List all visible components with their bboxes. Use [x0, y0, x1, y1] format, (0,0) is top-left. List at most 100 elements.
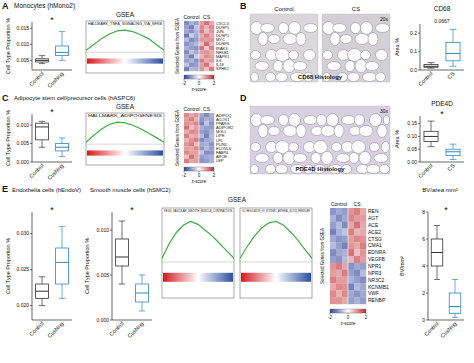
category-label: Cushing — [126, 320, 145, 339]
cell — [336, 242, 342, 249]
cell — [189, 63, 194, 67]
gsea-label: GSEA — [228, 196, 247, 203]
cell — [360, 249, 366, 256]
axis-label: Area % — [394, 38, 400, 56]
gene-label: ACE — [368, 222, 379, 228]
tick-label: 6 — [422, 236, 425, 242]
histology-image — [322, 14, 390, 82]
cell — [189, 126, 194, 130]
cell — [342, 215, 348, 222]
cell — [354, 277, 360, 284]
annotation: * — [50, 107, 54, 117]
cell — [194, 117, 199, 121]
cell — [194, 25, 199, 29]
cell — [184, 117, 189, 121]
cell — [194, 46, 199, 50]
cell — [184, 54, 189, 58]
cell — [209, 151, 214, 155]
whisker — [455, 280, 456, 294]
panel-label: A — [2, 1, 9, 11]
adipocyte — [365, 62, 379, 71]
cell — [354, 256, 360, 263]
cell — [199, 46, 204, 50]
whisker-cap — [452, 279, 458, 280]
cell — [199, 117, 204, 121]
category-label: Control — [417, 162, 434, 179]
plot-area — [162, 221, 234, 258]
cell — [360, 283, 366, 290]
cell — [354, 222, 360, 229]
cell — [204, 155, 209, 159]
cell — [342, 290, 348, 297]
cell — [209, 38, 214, 42]
cell — [342, 263, 348, 270]
whisker — [453, 156, 454, 160]
plot-area — [36, 32, 69, 64]
cell — [209, 121, 214, 125]
gene-label: ACE2 — [368, 229, 381, 235]
whisker — [62, 151, 63, 157]
axis-label: BV/mm² — [399, 256, 405, 276]
tick-label: 0.00 — [407, 159, 417, 165]
y-axis — [32, 114, 33, 162]
group-divider — [199, 113, 200, 163]
colorbar — [184, 75, 214, 79]
colorbar-tick-label: 0 — [198, 173, 201, 178]
cell — [354, 249, 360, 256]
cell — [199, 142, 204, 146]
whisker — [431, 121, 432, 131]
x-axis — [112, 320, 152, 321]
colorbar-tick-label: 2 — [213, 173, 216, 178]
cell — [204, 59, 209, 63]
adipocyte — [368, 33, 378, 46]
adipocyte — [370, 114, 382, 127]
cell — [348, 290, 354, 297]
colorbar-tick-label: -2 — [182, 173, 186, 178]
group-label: Control — [331, 201, 347, 207]
whisker — [62, 284, 63, 298]
axis-label: Selected Genes from GSEA — [175, 18, 180, 74]
category-label: Cushing — [46, 162, 65, 181]
adipocyte — [336, 154, 350, 163]
cell — [184, 146, 189, 150]
cell — [194, 42, 199, 46]
adipocyte — [327, 62, 341, 71]
cell — [189, 151, 194, 155]
axis-label: Cell Type Proportion % — [5, 110, 11, 166]
cell — [342, 235, 348, 242]
whisker-cap — [39, 63, 45, 64]
cell — [330, 249, 336, 256]
cell — [342, 222, 348, 229]
adipocyte — [255, 62, 269, 71]
frame — [86, 21, 164, 73]
adipocyte — [279, 115, 289, 126]
tick — [426, 212, 428, 213]
gene-label: VEGFB — [368, 256, 386, 262]
plot-area — [86, 122, 164, 142]
box — [56, 144, 69, 151]
divider — [86, 52, 164, 53]
group-label: CS — [203, 106, 211, 112]
cell — [194, 67, 199, 71]
cell — [204, 130, 209, 134]
adipocyte — [293, 154, 307, 163]
cell — [184, 130, 189, 134]
tick — [418, 33, 420, 34]
cell — [342, 229, 348, 236]
adipocyte — [266, 73, 276, 82]
adipocyte — [296, 125, 306, 138]
tick-label: 0.010 — [16, 41, 29, 47]
cell — [204, 117, 209, 121]
adipocyte — [349, 153, 359, 164]
adipocyte — [266, 165, 276, 174]
cell — [204, 29, 209, 33]
cell — [330, 256, 336, 263]
cell — [209, 21, 214, 25]
adipocyte — [351, 23, 361, 34]
tick-label: 0.005 — [16, 57, 29, 63]
cell — [348, 283, 354, 290]
cell — [204, 151, 209, 155]
tick-label: 8 — [422, 209, 425, 215]
cell — [194, 151, 199, 155]
cell — [194, 54, 199, 58]
